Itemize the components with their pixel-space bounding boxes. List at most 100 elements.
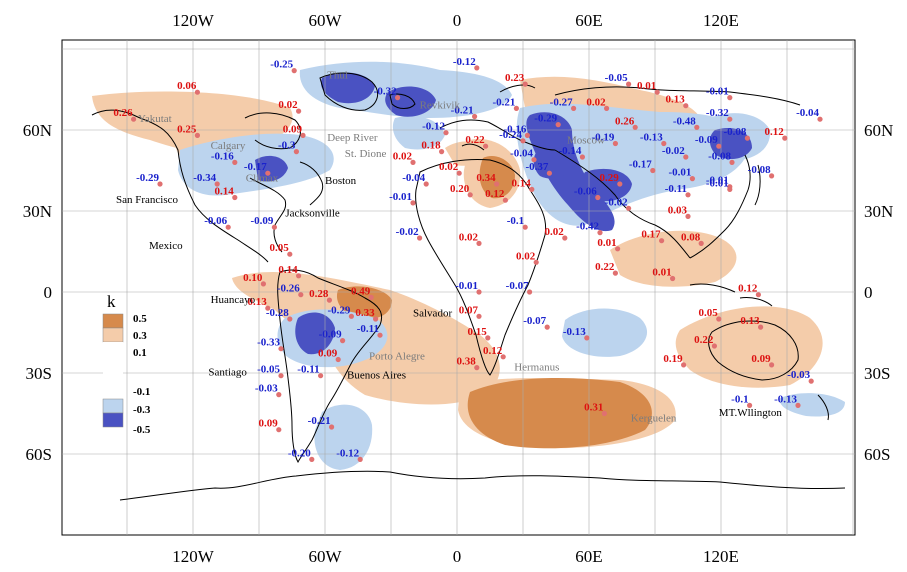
lat-tick-label: 0 bbox=[864, 283, 873, 302]
station-marker bbox=[502, 197, 508, 203]
coastline-asia bbox=[554, 86, 801, 259]
station-value: 0.05 bbox=[699, 307, 719, 319]
station-value: -0.06 bbox=[574, 186, 597, 198]
coastline-japan bbox=[754, 164, 761, 206]
station-marker bbox=[335, 356, 341, 363]
station-marker bbox=[225, 224, 231, 230]
lon-tick-label: 60E bbox=[575, 11, 602, 30]
station-marker bbox=[681, 362, 687, 368]
region-strong-siberia bbox=[581, 168, 632, 202]
city-label: Thul bbox=[327, 70, 348, 82]
station-value: -0.05 bbox=[605, 72, 628, 84]
lat-tick-label: 30S bbox=[864, 364, 890, 383]
city-label: Buenos Aires bbox=[347, 369, 406, 381]
region-negative-indian-ocean bbox=[562, 308, 648, 357]
legend-title: k bbox=[107, 292, 116, 311]
legend-label: -0.1 bbox=[133, 386, 150, 398]
station-value: 0.01 bbox=[637, 80, 656, 92]
bottom-lon-labels: 120W 60W 0 60E 120E bbox=[172, 547, 739, 566]
station-value: -0.01 bbox=[389, 191, 412, 203]
city-label: St. Dione bbox=[345, 148, 387, 160]
station-marker bbox=[689, 176, 696, 182]
station-value: 0.09 bbox=[751, 353, 771, 365]
station-value: 0.14 bbox=[512, 177, 532, 189]
station-value: 0.22 bbox=[465, 134, 485, 146]
station-marker bbox=[727, 186, 733, 192]
station-marker bbox=[357, 456, 363, 462]
lat-tick-label: 30S bbox=[26, 364, 52, 383]
station-value: -0.06 bbox=[204, 215, 227, 227]
lat-tick-label: 60N bbox=[23, 121, 52, 140]
station-value: -0.05 bbox=[257, 364, 280, 376]
station-value: -0.21 bbox=[308, 415, 331, 427]
station-value: 0.02 bbox=[459, 231, 479, 243]
station-marker bbox=[395, 95, 401, 101]
station-marker bbox=[467, 192, 473, 198]
station-value: -0.01 bbox=[706, 175, 729, 187]
coastline-north-america bbox=[91, 109, 324, 263]
station-marker bbox=[287, 251, 293, 257]
station-value: 0.01 bbox=[652, 267, 671, 279]
station-marker bbox=[456, 170, 462, 176]
region-strong-south-atlantic bbox=[467, 378, 652, 449]
station-value: 0.14 bbox=[215, 186, 235, 198]
station-marker bbox=[579, 154, 586, 160]
station-value: -0.25 bbox=[270, 59, 293, 71]
station-marker bbox=[617, 181, 623, 187]
station-value: 0.12 bbox=[485, 188, 505, 200]
station-marker bbox=[522, 81, 528, 87]
station-value: -0.04 bbox=[510, 148, 533, 160]
lon-tick-label: 0 bbox=[453, 547, 462, 566]
station-marker bbox=[626, 205, 632, 211]
region-strong-climax bbox=[255, 155, 288, 182]
station-value: 0.02 bbox=[393, 150, 413, 162]
station-marker bbox=[309, 456, 315, 462]
station-marker bbox=[377, 332, 383, 338]
station-marker bbox=[555, 122, 561, 128]
station-marker bbox=[271, 224, 277, 230]
lon-tick-label: 120W bbox=[172, 547, 215, 566]
station-value: -0.09 bbox=[695, 134, 718, 146]
station-marker bbox=[296, 273, 302, 279]
station-value: -0.13 bbox=[640, 132, 663, 144]
station-marker bbox=[318, 373, 324, 379]
legend-swatch-neutral bbox=[103, 342, 123, 386]
station-marker bbox=[544, 324, 550, 330]
city-label: MT.Wllington bbox=[719, 407, 783, 419]
lon-tick-label: 60W bbox=[308, 11, 342, 30]
station-value: -0.34 bbox=[193, 172, 216, 184]
coastline-arctic bbox=[319, 72, 416, 111]
station-value: -0.11 bbox=[297, 364, 319, 376]
station-value: 0.31 bbox=[584, 402, 603, 414]
station-value: -0.04 bbox=[796, 107, 819, 119]
station-marker bbox=[300, 132, 306, 138]
station-marker bbox=[232, 159, 238, 165]
station-marker bbox=[472, 113, 478, 120]
legend-swatch-strong-negative bbox=[102, 412, 124, 428]
station-marker bbox=[291, 68, 297, 74]
station-marker bbox=[597, 230, 603, 236]
station-value: -0.29 bbox=[534, 113, 557, 125]
station-value: -0.1 bbox=[731, 393, 748, 405]
station-marker bbox=[533, 259, 539, 265]
coastline-south-america bbox=[277, 269, 383, 464]
station-marker bbox=[612, 140, 619, 147]
station-value: -0.21 bbox=[492, 96, 515, 108]
station-value: -0.09 bbox=[250, 215, 273, 227]
region-strong-east-asia bbox=[709, 128, 752, 160]
station-value: -0.42 bbox=[576, 221, 599, 233]
station-marker bbox=[654, 89, 660, 95]
station-marker bbox=[214, 181, 220, 187]
station-value: -0.01 bbox=[706, 177, 729, 189]
station-value: -0.17 bbox=[629, 159, 652, 171]
station-marker bbox=[287, 316, 293, 322]
station-value: 0.14 bbox=[278, 264, 298, 276]
top-lon-labels: 120W 60W 0 60E 120E bbox=[172, 11, 739, 30]
lat-tick-label: 30N bbox=[864, 202, 893, 221]
graticule bbox=[62, 40, 855, 535]
region-negative-patagonia bbox=[314, 404, 373, 470]
lon-tick-label: 60W bbox=[308, 547, 342, 566]
station-marker bbox=[443, 130, 449, 136]
city-label: Kerguelen bbox=[631, 413, 677, 425]
station-value: -0.48 bbox=[673, 115, 696, 127]
